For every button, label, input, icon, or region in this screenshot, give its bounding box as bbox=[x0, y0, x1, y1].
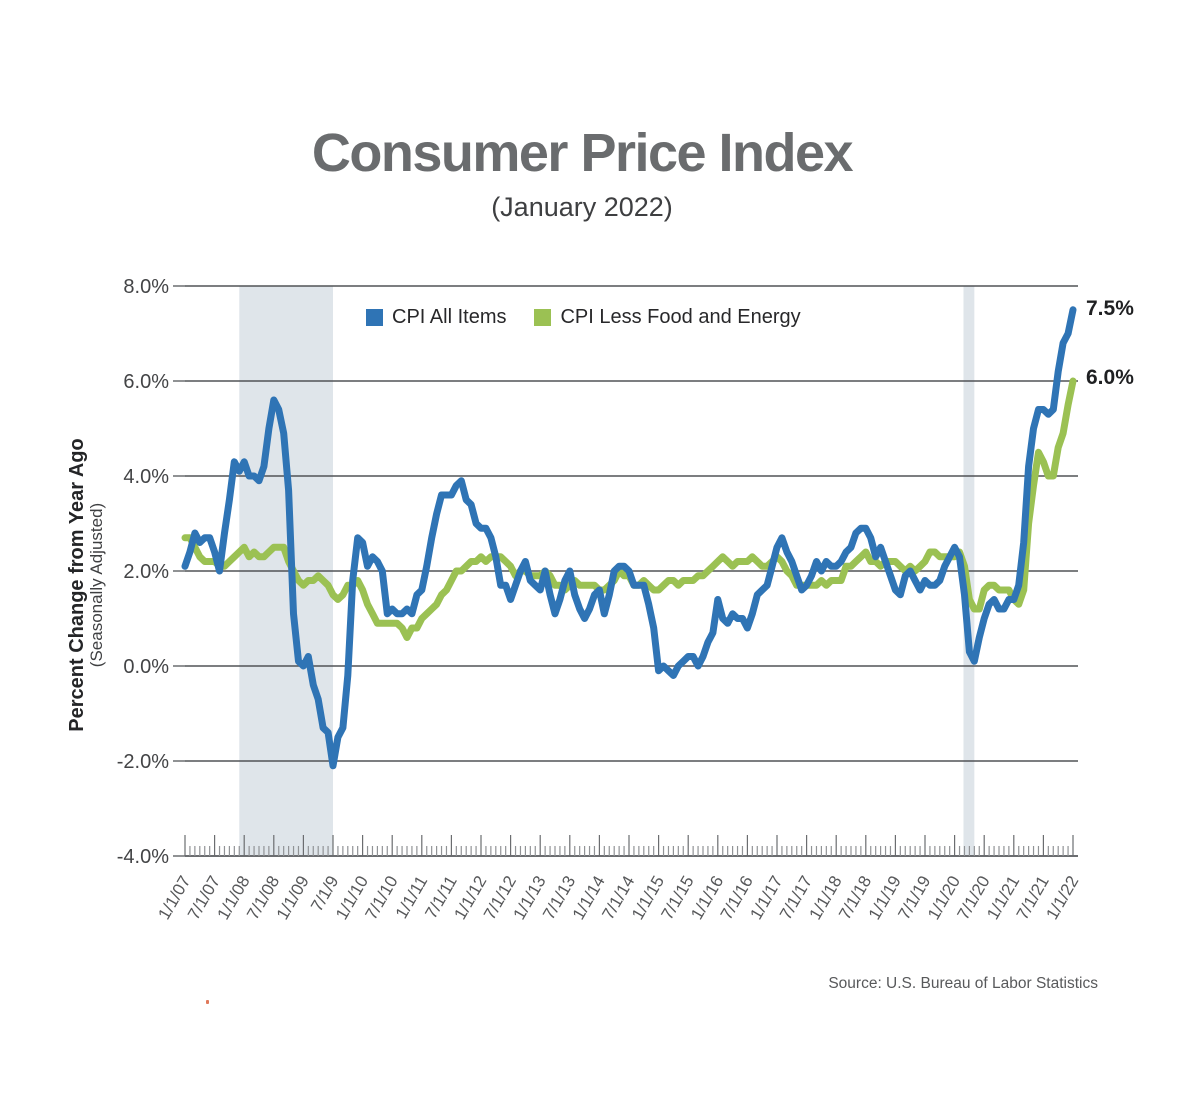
source-note: Source: U.S. Bureau of Labor Statistics bbox=[828, 975, 1098, 992]
y-tick-label: -4.0% bbox=[117, 846, 169, 868]
y-tick-label: 6.0% bbox=[123, 371, 169, 393]
y-tick-label: 4.0% bbox=[123, 466, 169, 488]
y-axis-title-group: Percent Change from Year Ago (Seasonally… bbox=[66, 400, 110, 770]
chart-title: Consumer Price Index bbox=[311, 123, 854, 183]
end-label-cpi-core: 6.0% bbox=[1086, 366, 1134, 389]
chart-subtitle: (January 2022) bbox=[491, 192, 673, 222]
y-axis-subtitle: (Seasonally Adjusted) bbox=[87, 502, 106, 668]
end-label-cpi-all-items: 7.5% bbox=[1086, 297, 1134, 320]
y-tick-label: -2.0% bbox=[117, 751, 169, 773]
cpi-all-items-line bbox=[181, 306, 1077, 770]
legend-label-cpi-all-items: CPI All Items bbox=[392, 306, 507, 328]
legend: CPI All Items CPI Less Food and Energy bbox=[366, 306, 801, 329]
y-tick-label: 8.0% bbox=[123, 276, 169, 298]
legend-swatch-green-icon bbox=[534, 309, 552, 326]
legend-item-cpi-core: CPI Less Food and Energy bbox=[534, 306, 801, 329]
stray-dot bbox=[206, 1000, 209, 1004]
legend-label-cpi-core: CPI Less Food and Energy bbox=[560, 306, 801, 328]
legend-item-cpi-all-items: CPI All Items bbox=[366, 306, 506, 329]
y-tick-label: 2.0% bbox=[123, 561, 169, 583]
legend-swatch-blue-icon bbox=[366, 309, 383, 326]
y-axis-title: Percent Change from Year Ago bbox=[66, 438, 88, 732]
y-tick-label: 0.0% bbox=[123, 656, 169, 678]
